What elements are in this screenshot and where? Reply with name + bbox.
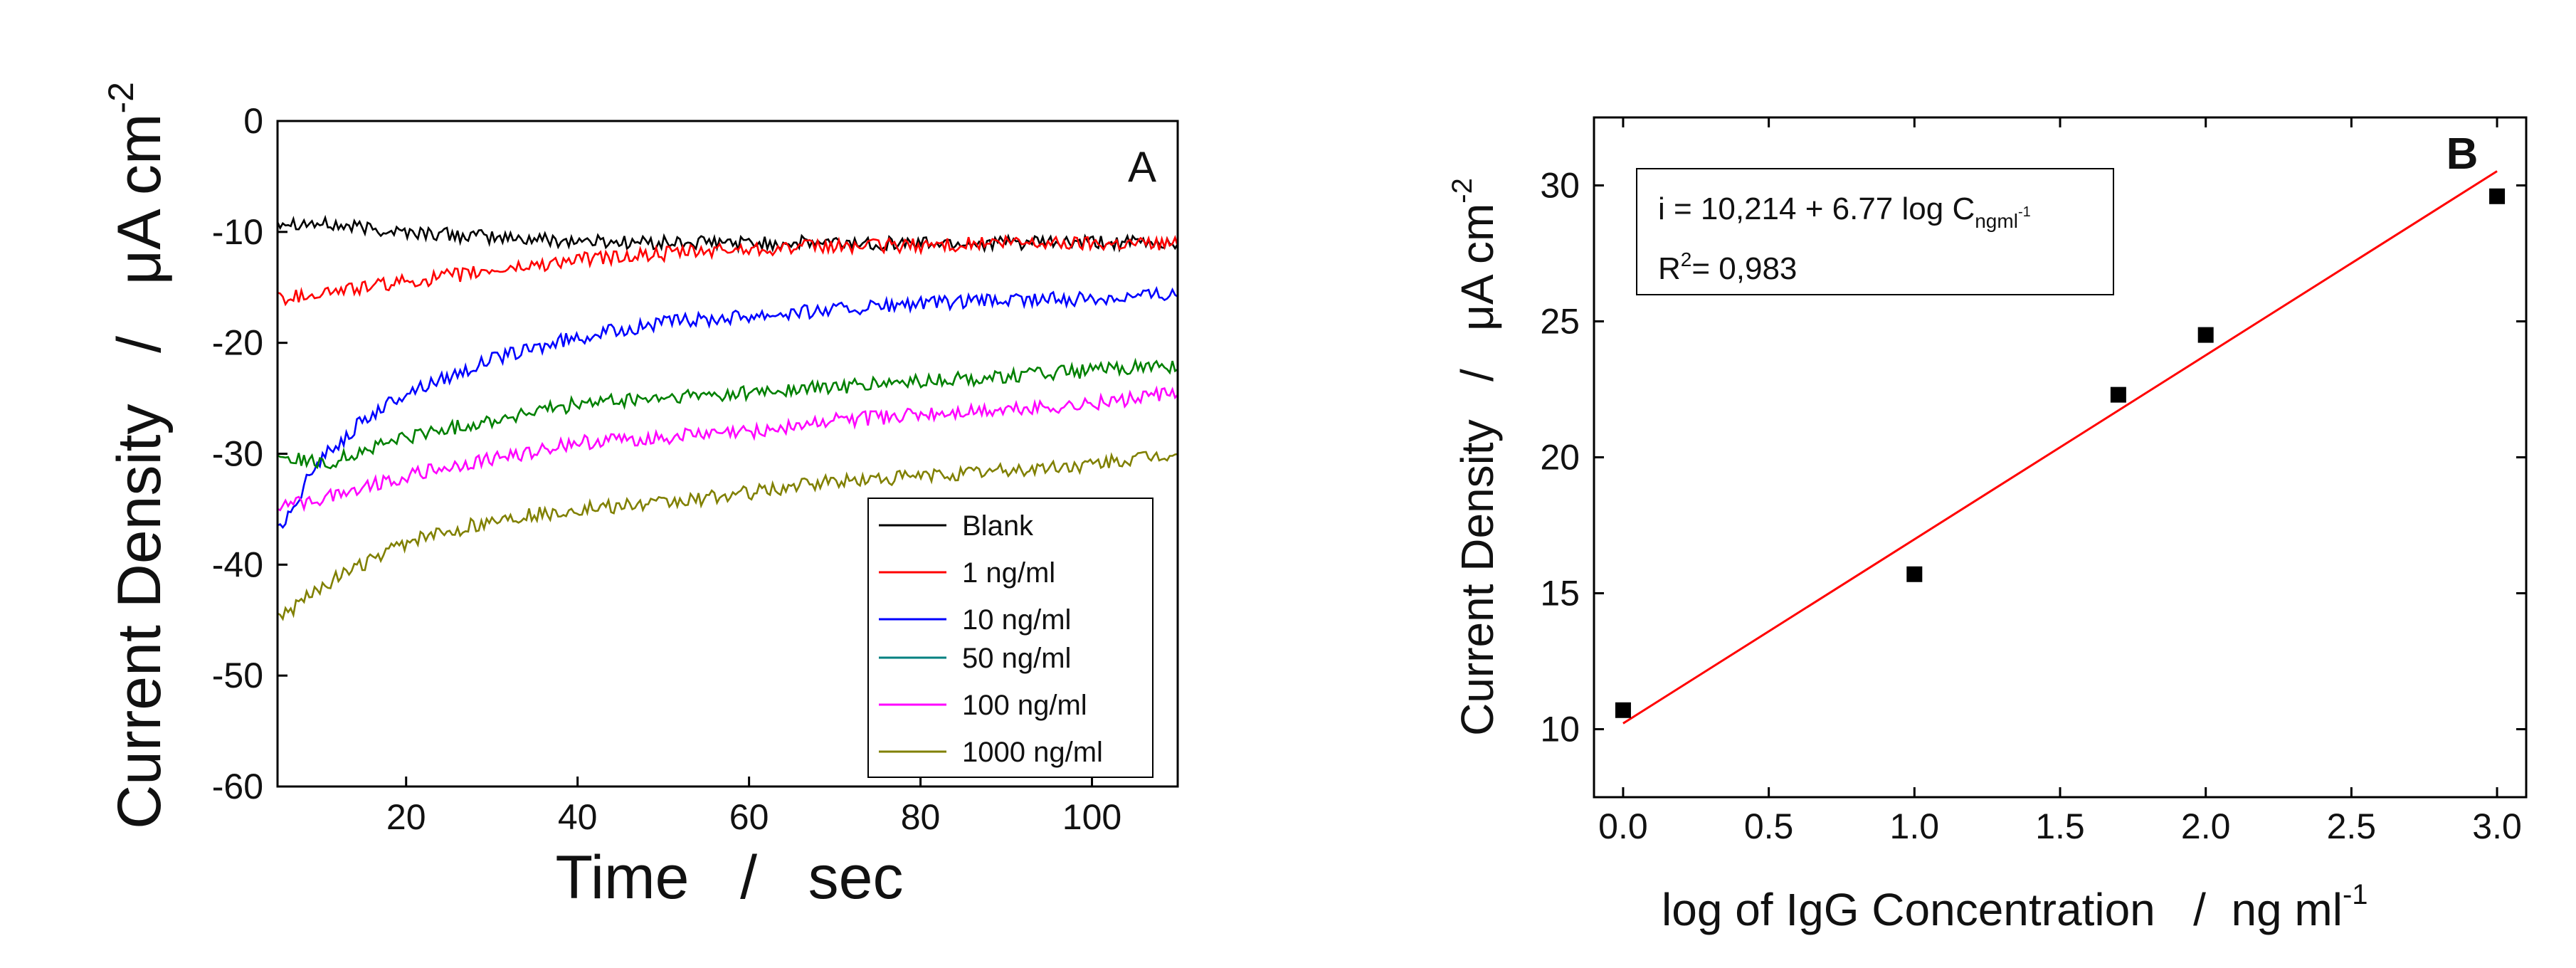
equation-frame <box>1636 168 2114 295</box>
x-tick-label: 0.5 <box>1744 806 1794 846</box>
y-tick-label: 15 <box>1540 574 1580 614</box>
panel-a: 20 40 60 80 100 0 -10 -20 -30 -40 -50 -60 A Blank 1… <box>101 82 1179 912</box>
equation-line-1: i = 10,214 + 6.77 log Cngml-1 <box>1658 191 2031 232</box>
data-point <box>1906 566 1923 582</box>
x-tick-label: 100 <box>1062 797 1121 837</box>
panel-b-y-axis-title-main: Current Density / μA cm <box>1452 204 1503 736</box>
panel-a-x-axis-title: Time / sec <box>556 843 904 912</box>
legend-box <box>867 498 1154 778</box>
x-tick-label: 3.0 <box>2472 806 2522 846</box>
x-tick-label: 40 <box>558 797 598 837</box>
panel-b-y-axis-title: Current Density / μA cm-2 <box>1447 178 1503 736</box>
panel-a-y-axis-title-main: Current Density / μA cm <box>105 114 174 829</box>
panel-b-x-axis-title: log of IgG Concentration / ng ml-1 <box>1662 879 2368 935</box>
series-line-1000-ng-ml <box>277 451 1178 621</box>
series-line-50-ng-ml <box>277 357 1178 470</box>
y-tick-label: 0 <box>243 101 263 141</box>
equation-line-2: R2= 0,983 <box>1658 248 1797 286</box>
panel-b-x-axis-title-main: log of IgG Concentration / ng ml <box>1662 884 2343 935</box>
panel-a-y-axis-title-sup: -2 <box>101 82 141 113</box>
y-tick-label: -50 <box>212 656 263 695</box>
legend-label-blank: Blank <box>962 510 1034 542</box>
panel-b-equation-box: i = 10,214 + 6.77 log Cngml-1 R2= 0,983 <box>1636 168 2114 295</box>
equation-line-2-post: = 0,983 <box>1691 251 1797 286</box>
legend-label-10: 10 ng/ml <box>962 604 1071 636</box>
x-tick-label: 20 <box>386 797 426 837</box>
x-tick-label: 0.0 <box>1598 806 1648 846</box>
y-tick-label: -30 <box>212 434 263 474</box>
equation-line-1-subsup: -1 <box>2018 204 2031 220</box>
panel-a-letter: A <box>1128 143 1156 191</box>
x-tick-label: 2.0 <box>2181 806 2231 846</box>
equation-line-2-sup: 2 <box>1681 248 1692 270</box>
y-tick-label: 10 <box>1540 710 1580 749</box>
series-line-blank <box>276 214 1179 254</box>
panel-b-y-axis-title-sup: -2 <box>1447 178 1478 204</box>
panel-a-y-axis-title: Current Density / μA cm-2 <box>101 82 174 829</box>
series-line-1-ng-ml <box>277 234 1179 307</box>
legend-label-1000: 1000 ng/ml <box>962 737 1103 768</box>
panel-a-curves <box>276 214 1179 621</box>
y-tick-label: 25 <box>1540 302 1580 342</box>
y-tick-label: -20 <box>212 323 263 363</box>
y-tick-label: -40 <box>212 544 263 584</box>
series-line-10-ng-ml <box>277 285 1178 530</box>
panel-b-letter: B <box>2446 130 2479 179</box>
x-tick-label: 2.5 <box>2327 806 2377 846</box>
data-point <box>2489 188 2506 204</box>
data-point <box>2197 327 2214 343</box>
x-tick-label: 1.0 <box>1890 806 1940 846</box>
x-tick-label: 60 <box>729 797 769 837</box>
x-tick-label: 80 <box>901 797 941 837</box>
panel-b-ticks: 0.0 0.5 1.0 1.5 2.0 2.5 3.0 10 15 20 25 30 <box>1540 117 2526 846</box>
y-tick-label: 30 <box>1540 166 1580 206</box>
panel-b-x-axis-title-sup: -1 <box>2343 879 2368 910</box>
panel-b-points <box>1615 188 2506 718</box>
panel-a-ticks: 20 40 60 80 100 0 -10 -20 -30 -40 -50 -60 <box>212 101 1122 837</box>
panel-b: 0.0 0.5 1.0 1.5 2.0 2.5 3.0 10 15 20 25 30 B i = 10… <box>1447 116 2528 935</box>
series-line-100-ng-ml <box>277 385 1178 512</box>
equation-line-1-main: i = 10,214 + 6.77 log C <box>1658 191 1975 226</box>
equation-line-2-pre: R <box>1658 251 1681 286</box>
equation-line-1-sub: ngml <box>1975 210 2018 232</box>
y-tick-label: 20 <box>1540 438 1580 478</box>
y-tick-label: -60 <box>212 767 263 806</box>
legend-label-50: 50 ng/ml <box>962 643 1071 674</box>
legend-label-100: 100 ng/ml <box>962 690 1087 721</box>
legend-label-1: 1 ng/ml <box>962 557 1055 589</box>
panel-a-legend: Blank 1 ng/ml 10 ng/ml 50 ng/ml 100 ng/m… <box>867 498 1154 778</box>
x-tick-label: 1.5 <box>2035 806 2085 846</box>
panel-b-fit-line <box>1622 170 2498 725</box>
y-tick-label: -10 <box>212 212 263 252</box>
data-point <box>1615 702 1631 718</box>
data-point <box>2110 386 2126 403</box>
